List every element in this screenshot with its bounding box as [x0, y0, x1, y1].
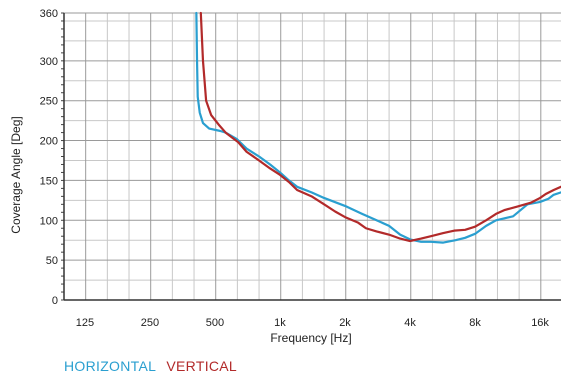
x-tick-label: 4k	[404, 317, 416, 329]
y-tick-label: 360	[40, 8, 58, 20]
legend-vertical: VERTICAL	[166, 358, 238, 374]
x-tick-label: 16k	[531, 317, 549, 329]
y-tick-label: 0	[52, 295, 58, 307]
series-line-vertical	[199, 11, 561, 243]
grid-major	[64, 12, 561, 301]
grid-minor	[63, 13, 561, 300]
y-tick-label: 300	[40, 56, 58, 68]
axes-layer	[61, 12, 561, 301]
y-tick-label: 250	[40, 96, 58, 108]
legend: HORIZONTAL VERTICAL	[64, 358, 243, 374]
x-tick-label: 2k	[339, 317, 351, 329]
legend-horizontal: HORIZONTAL	[64, 358, 157, 374]
series-line-horizontal	[195, 11, 561, 244]
ticks-layer: 0 50 100 150 200 250 300 360 125 250 500 1k 2k 4k 8k 16…	[40, 8, 550, 329]
x-tick-label: 500	[206, 317, 224, 329]
x-tick-label: 250	[141, 317, 159, 329]
y-tick-label: 200	[40, 136, 58, 148]
x-tick-label: 8k	[469, 317, 481, 329]
y-axis-title: Coverage Angle [Deg]	[9, 116, 23, 233]
x-tick-label: 1k	[274, 317, 286, 329]
y-tick-label: 100	[40, 215, 58, 227]
y-tick-label: 150	[40, 175, 58, 187]
x-tick-label: 125	[76, 317, 94, 329]
x-axis-title: Frequency [Hz]	[270, 331, 351, 345]
series-layer	[195, 11, 561, 244]
y-tick-label: 50	[46, 255, 58, 267]
